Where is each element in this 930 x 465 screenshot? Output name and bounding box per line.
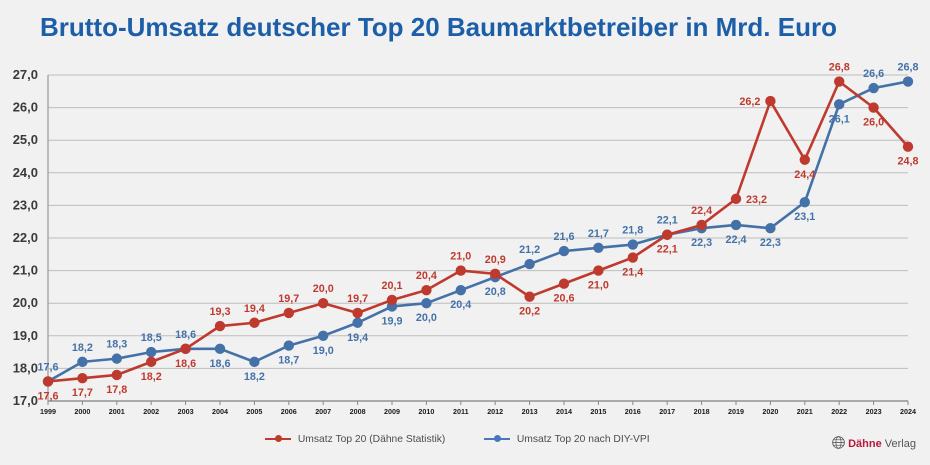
svg-text:2006: 2006	[281, 407, 297, 416]
svg-text:21,0: 21,0	[13, 263, 38, 278]
svg-text:18,3: 18,3	[106, 339, 127, 351]
svg-text:26,0: 26,0	[863, 117, 884, 129]
svg-text:2005: 2005	[246, 407, 262, 416]
svg-text:19,4: 19,4	[347, 332, 368, 344]
svg-text:26,0: 26,0	[13, 100, 38, 115]
svg-text:26,6: 26,6	[863, 68, 884, 80]
svg-text:2013: 2013	[522, 407, 538, 416]
svg-text:17,8: 17,8	[106, 384, 127, 396]
svg-text:22,1: 22,1	[657, 215, 678, 227]
svg-text:2015: 2015	[590, 407, 606, 416]
svg-text:21,0: 21,0	[450, 251, 471, 263]
svg-text:20,8: 20,8	[485, 286, 506, 298]
svg-text:17,6: 17,6	[37, 361, 58, 373]
svg-text:19,7: 19,7	[347, 293, 368, 305]
svg-text:21,2: 21,2	[519, 244, 540, 256]
svg-text:2017: 2017	[659, 407, 675, 416]
svg-text:2002: 2002	[143, 407, 159, 416]
svg-text:19,7: 19,7	[278, 293, 299, 305]
svg-text:22,4: 22,4	[725, 234, 746, 246]
svg-text:2003: 2003	[178, 407, 194, 416]
svg-text:25,0: 25,0	[13, 132, 38, 147]
svg-text:20,1: 20,1	[381, 280, 402, 292]
svg-text:2021: 2021	[797, 407, 813, 416]
svg-text:18,6: 18,6	[175, 358, 196, 370]
svg-text:22,1: 22,1	[657, 244, 678, 256]
svg-text:17,6: 17,6	[37, 390, 58, 402]
svg-text:26,2: 26,2	[739, 96, 760, 108]
svg-text:26,8: 26,8	[897, 62, 918, 74]
svg-text:2020: 2020	[762, 407, 778, 416]
svg-text:18,2: 18,2	[72, 342, 93, 354]
svg-text:24,4: 24,4	[794, 169, 815, 181]
svg-text:21,6: 21,6	[553, 231, 574, 243]
svg-text:2008: 2008	[350, 407, 366, 416]
svg-text:26,1: 26,1	[829, 113, 850, 125]
svg-text:20,0: 20,0	[313, 283, 334, 295]
svg-text:23,0: 23,0	[13, 197, 38, 212]
svg-text:26,8: 26,8	[829, 62, 850, 74]
svg-text:2004: 2004	[212, 407, 228, 416]
svg-text:20,6: 20,6	[553, 293, 574, 305]
svg-text:20,0: 20,0	[13, 295, 38, 310]
svg-text:18,7: 18,7	[278, 355, 299, 367]
svg-text:21,4: 21,4	[622, 267, 643, 279]
svg-text:17,7: 17,7	[72, 387, 93, 399]
svg-text:24,8: 24,8	[897, 156, 918, 168]
svg-text:19,3: 19,3	[209, 306, 230, 318]
svg-text:20,4: 20,4	[416, 270, 437, 282]
svg-text:21,8: 21,8	[622, 225, 643, 237]
svg-text:20,2: 20,2	[519, 306, 540, 318]
svg-text:22,3: 22,3	[691, 237, 712, 249]
svg-text:18,2: 18,2	[244, 371, 265, 383]
svg-text:22,4: 22,4	[691, 205, 712, 217]
svg-text:21,7: 21,7	[588, 228, 609, 240]
svg-text:2014: 2014	[556, 407, 572, 416]
svg-text:18,6: 18,6	[209, 358, 230, 370]
svg-text:2001: 2001	[109, 407, 125, 416]
svg-text:19,9: 19,9	[381, 315, 402, 327]
svg-text:2019: 2019	[728, 407, 744, 416]
svg-text:2024: 2024	[900, 407, 916, 416]
svg-text:20,0: 20,0	[416, 312, 437, 324]
svg-text:24,0: 24,0	[13, 165, 38, 180]
svg-text:19,0: 19,0	[313, 345, 334, 357]
svg-text:23,2: 23,2	[746, 194, 767, 206]
svg-text:20,4: 20,4	[450, 299, 471, 311]
svg-text:2018: 2018	[694, 407, 710, 416]
svg-text:27,0: 27,0	[13, 67, 38, 82]
svg-text:22,0: 22,0	[13, 230, 38, 245]
svg-text:2022: 2022	[831, 407, 847, 416]
svg-text:18,2: 18,2	[141, 371, 162, 383]
svg-text:18,6: 18,6	[175, 329, 196, 341]
svg-text:2007: 2007	[315, 407, 331, 416]
svg-text:2016: 2016	[625, 407, 641, 416]
svg-text:17,0: 17,0	[13, 393, 38, 408]
svg-text:2000: 2000	[74, 407, 90, 416]
svg-text:19,4: 19,4	[244, 303, 265, 315]
svg-text:21,0: 21,0	[588, 280, 609, 292]
svg-text:22,3: 22,3	[760, 237, 781, 249]
svg-text:18,5: 18,5	[141, 332, 162, 344]
svg-text:2010: 2010	[418, 407, 434, 416]
svg-text:18,0: 18,0	[13, 360, 38, 375]
svg-text:19,0: 19,0	[13, 328, 38, 343]
svg-text:2011: 2011	[453, 407, 469, 416]
svg-text:1999: 1999	[40, 407, 56, 416]
svg-text:2009: 2009	[384, 407, 400, 416]
svg-text:2012: 2012	[487, 407, 503, 416]
svg-text:2023: 2023	[866, 407, 882, 416]
svg-text:20,9: 20,9	[485, 254, 506, 266]
svg-text:23,1: 23,1	[794, 211, 815, 223]
